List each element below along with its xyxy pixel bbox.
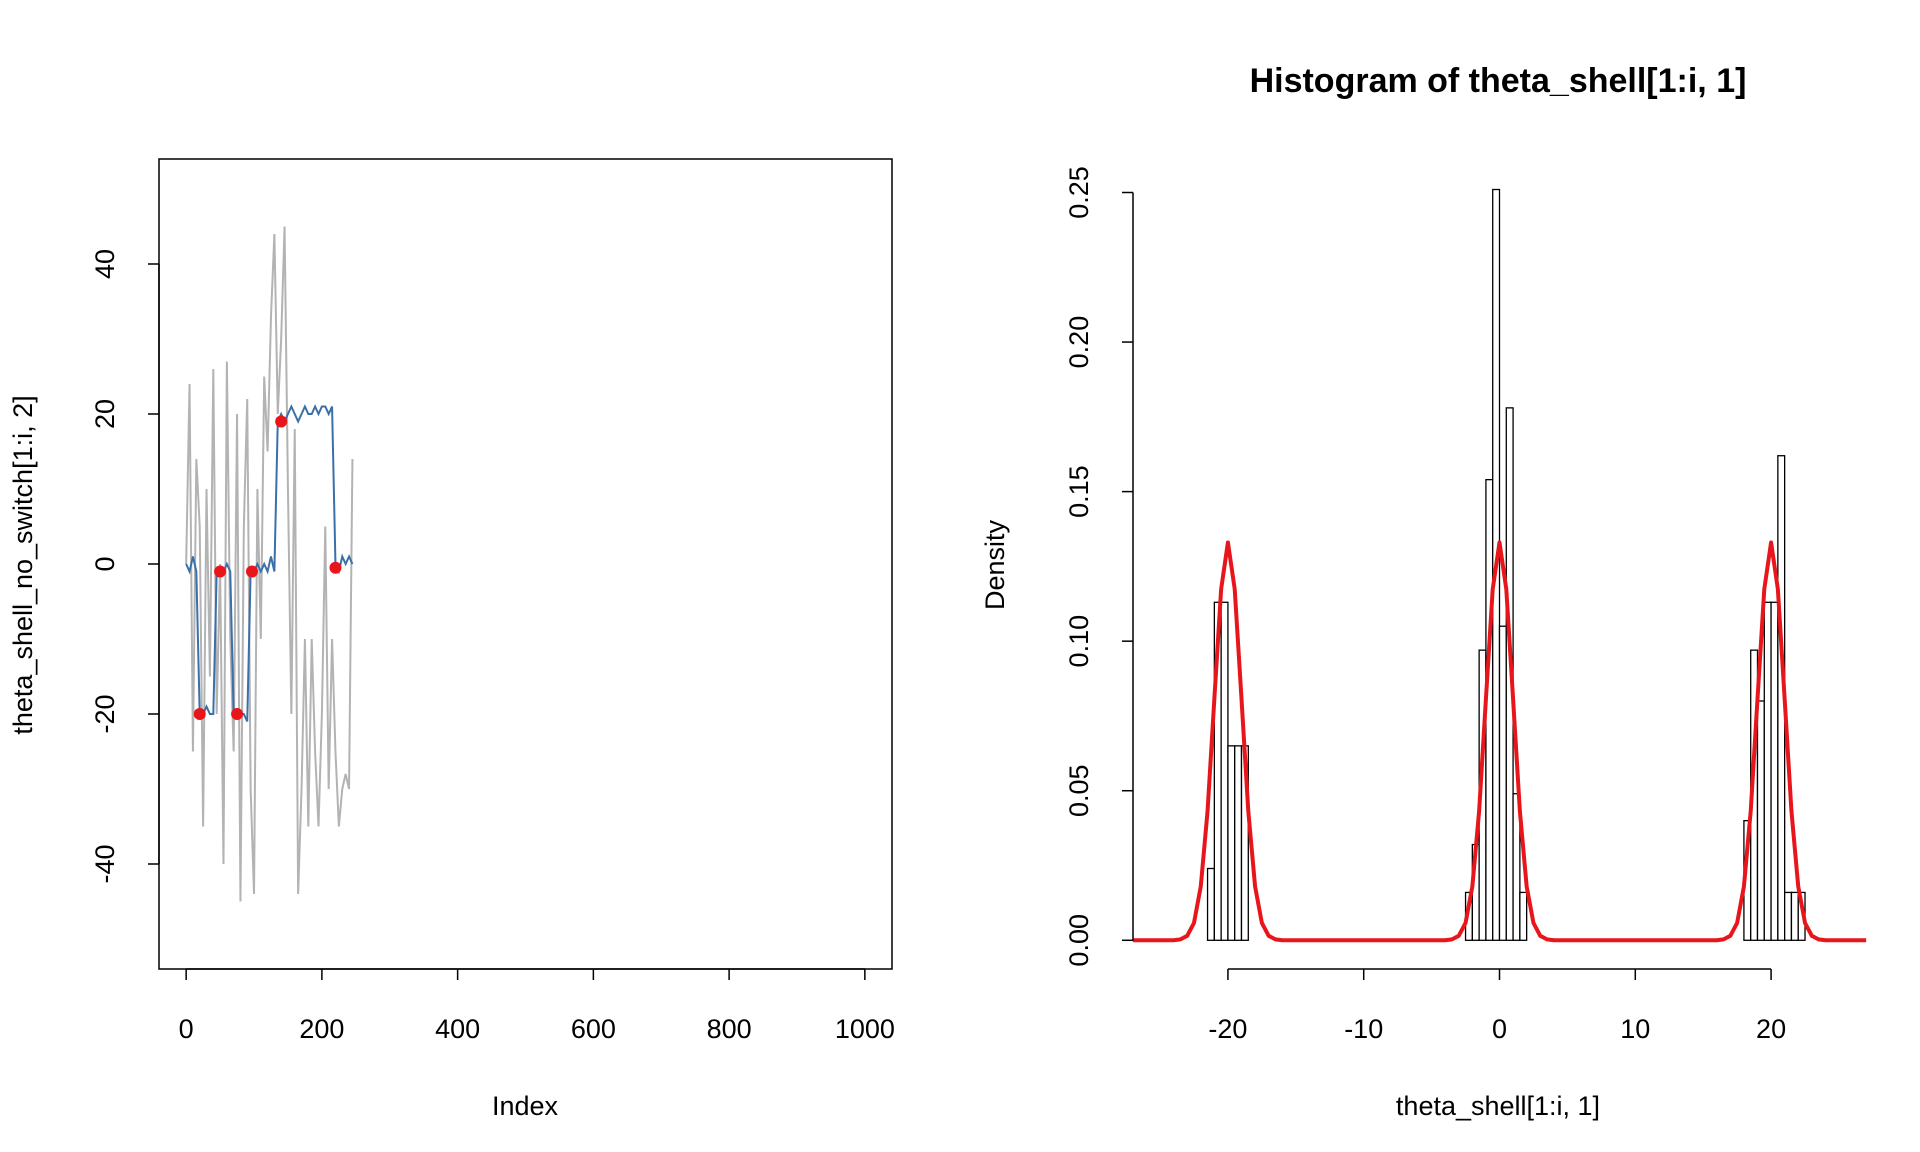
point bbox=[245, 565, 258, 578]
x-tick-label: 10 bbox=[1620, 1014, 1650, 1044]
x-tick-label: 800 bbox=[707, 1014, 752, 1044]
x-tick-label: -10 bbox=[1344, 1014, 1383, 1044]
histogram-bar bbox=[1512, 793, 1521, 941]
line-series bbox=[185, 226, 354, 902]
y-tick-label: 0.05 bbox=[1064, 764, 1094, 817]
point bbox=[329, 561, 342, 574]
y-tick-label: 0 bbox=[90, 556, 120, 571]
y-axis-label: Density bbox=[980, 519, 1010, 610]
x-tick-label: -20 bbox=[1208, 1014, 1247, 1044]
histogram-bar bbox=[1227, 745, 1236, 941]
line-series bbox=[185, 404, 354, 722]
point bbox=[193, 708, 206, 720]
histogram-bar bbox=[1519, 891, 1528, 941]
y-tick-label: 0.10 bbox=[1064, 615, 1094, 668]
x-tick-label: 1000 bbox=[835, 1014, 895, 1044]
point bbox=[214, 565, 227, 578]
y-tick-label: 0.15 bbox=[1064, 465, 1094, 518]
point bbox=[231, 708, 244, 720]
x-axis-label: theta_shell[1:i, 1] bbox=[1396, 1091, 1600, 1121]
x-tick-label: 20 bbox=[1756, 1014, 1786, 1044]
histogram-bar bbox=[1756, 700, 1765, 941]
y-tick-label: 20 bbox=[90, 399, 120, 429]
y-axis-label: theta_shell_no_switch[1:i, 2] bbox=[8, 395, 38, 734]
y-tick-label: -20 bbox=[90, 694, 120, 733]
chart-title: Histogram of theta_shell[1:i, 1] bbox=[1250, 62, 1747, 100]
histogram-bar bbox=[1784, 891, 1793, 941]
x-tick-label: 600 bbox=[571, 1014, 616, 1044]
histogram-bar bbox=[1763, 601, 1772, 941]
y-tick-label: 0.00 bbox=[1064, 914, 1094, 967]
x-tick-label: 0 bbox=[1492, 1014, 1507, 1044]
histogram-bar bbox=[1206, 867, 1215, 941]
y-tick-label: 0.20 bbox=[1064, 316, 1094, 369]
histogram-bar bbox=[1770, 601, 1779, 941]
point bbox=[275, 415, 288, 428]
histogram-bar bbox=[1790, 891, 1799, 941]
x-tick-label: 200 bbox=[299, 1014, 344, 1044]
x-axis-label: Index bbox=[492, 1091, 559, 1121]
density-curve bbox=[1132, 540, 1867, 943]
y-tick-label: 40 bbox=[90, 249, 120, 279]
x-tick-label: 0 bbox=[179, 1014, 194, 1044]
y-tick-label: -40 bbox=[90, 844, 120, 883]
histogram-bar bbox=[1234, 745, 1243, 941]
histogram-bar bbox=[1220, 601, 1229, 941]
y-tick-label: 0.25 bbox=[1064, 166, 1094, 219]
histogram-bar bbox=[1498, 625, 1507, 941]
x-tick-label: 400 bbox=[435, 1014, 480, 1044]
